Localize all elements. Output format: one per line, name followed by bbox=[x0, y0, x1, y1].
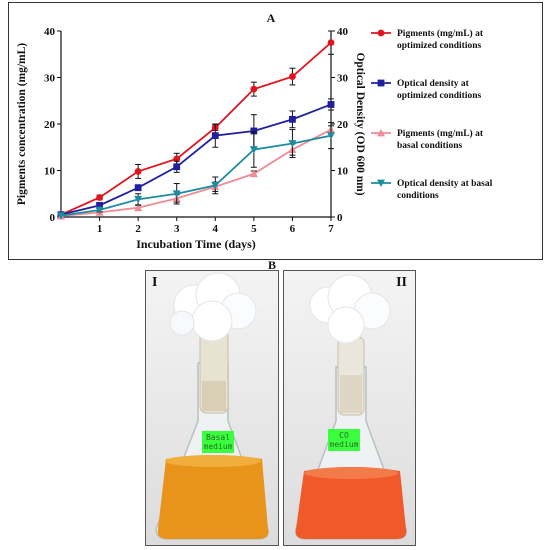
x-tick-label: 7 bbox=[328, 223, 334, 235]
y-left-tick-label: 10 bbox=[44, 166, 56, 178]
data-point bbox=[327, 39, 335, 47]
tag-line: Basal bbox=[205, 433, 231, 442]
data-point bbox=[173, 155, 181, 163]
data-point bbox=[289, 73, 296, 80]
tag-line: medium bbox=[329, 440, 359, 449]
tag-line: CO bbox=[339, 431, 349, 440]
data-point bbox=[250, 127, 258, 135]
tag-line: medium bbox=[203, 442, 233, 451]
x-tick-label: 3 bbox=[174, 223, 180, 235]
photo-label-i: I bbox=[152, 275, 158, 290]
y-right-tick-label: 0 bbox=[337, 212, 343, 224]
chart-series bbox=[57, 30, 335, 220]
data-point bbox=[288, 140, 297, 148]
data-point bbox=[377, 29, 385, 37]
series-line bbox=[60, 134, 332, 217]
flask-photo-basal: I Basal medium bbox=[145, 270, 279, 546]
legend-entry-label: conditions bbox=[397, 191, 439, 201]
flask-label-tag: CO medium bbox=[328, 429, 360, 451]
legend-entry-label: Optical density at bbox=[397, 79, 470, 89]
data-point bbox=[96, 194, 103, 201]
y-axis-label-right: Optical Density (OD 600 nm) bbox=[354, 52, 366, 195]
data-point bbox=[134, 195, 143, 204]
series-line bbox=[60, 103, 332, 216]
data-point bbox=[289, 115, 296, 123]
y-left-tick-label: 20 bbox=[44, 119, 56, 131]
data-point bbox=[172, 190, 181, 198]
x-tick-label: 1 bbox=[97, 223, 103, 235]
legend-entry-label: basal conditions bbox=[397, 141, 463, 151]
data-point bbox=[211, 181, 220, 190]
legend-entry-label: Optical density at basal bbox=[397, 179, 493, 189]
y-right-tick-label: 10 bbox=[337, 166, 349, 178]
legend-entry-label: Pigments (mg/mL) at bbox=[397, 28, 484, 39]
x-tick-label: 6 bbox=[290, 223, 296, 235]
data-point bbox=[249, 169, 258, 178]
x-axis-label: Incubation Time (days) bbox=[136, 237, 256, 251]
flask-illustration bbox=[284, 271, 415, 545]
series-line bbox=[60, 41, 332, 216]
data-point bbox=[249, 146, 258, 154]
panel-label-a: A bbox=[267, 11, 276, 25]
legend-entry-label: Pigments (mg/mL) at bbox=[397, 128, 484, 139]
flask-label-tag: Basal medium bbox=[202, 431, 234, 453]
flask-photo-co: II CO medium bbox=[283, 270, 416, 546]
photo-label-ii: II bbox=[396, 275, 407, 290]
chart-panel-a: A 1 2 3 4 5 6 7 0 10 20 30 40 0 10 20 30 40 Incubation Ti… bbox=[8, 2, 543, 260]
y-axis-label-left: Pigments concentration (mg/mL) bbox=[16, 43, 28, 205]
data-point bbox=[327, 101, 335, 108]
flask-illustration bbox=[146, 271, 278, 545]
data-point bbox=[250, 85, 258, 93]
data-point bbox=[95, 206, 104, 215]
legend-entry-label: optimized conditions bbox=[397, 91, 481, 101]
data-point bbox=[134, 184, 142, 192]
y-right-tick-label: 40 bbox=[337, 26, 349, 38]
panel-label-b: B bbox=[268, 258, 277, 272]
cotton-plug bbox=[169, 272, 257, 342]
y-right-tick-label: 30 bbox=[337, 73, 349, 85]
legend-entry-label: optimized conditions bbox=[397, 41, 481, 51]
data-point bbox=[134, 203, 143, 212]
data-point bbox=[327, 132, 335, 140]
data-point bbox=[211, 132, 219, 140]
data-point bbox=[96, 201, 103, 209]
series-group bbox=[57, 122, 335, 220]
y-left-tick-label: 40 bbox=[44, 26, 56, 38]
data-point bbox=[134, 168, 142, 175]
y-right-tick-label: 20 bbox=[337, 119, 349, 131]
data-point bbox=[377, 129, 385, 137]
data-point bbox=[57, 212, 65, 220]
chart-legend: Pigments (mg/mL) at optimized conditions O… bbox=[371, 28, 493, 201]
data-point bbox=[377, 179, 385, 187]
y-left-tick-label: 0 bbox=[50, 212, 56, 224]
x-tick-label: 4 bbox=[213, 223, 219, 235]
x-tick-label: 2 bbox=[135, 223, 141, 235]
x-tick-label: 5 bbox=[251, 223, 257, 235]
data-point bbox=[173, 163, 181, 171]
cotton-plug bbox=[309, 274, 391, 344]
y-left-tick-label: 30 bbox=[44, 73, 56, 85]
series-line bbox=[60, 128, 332, 217]
data-point bbox=[377, 79, 385, 87]
